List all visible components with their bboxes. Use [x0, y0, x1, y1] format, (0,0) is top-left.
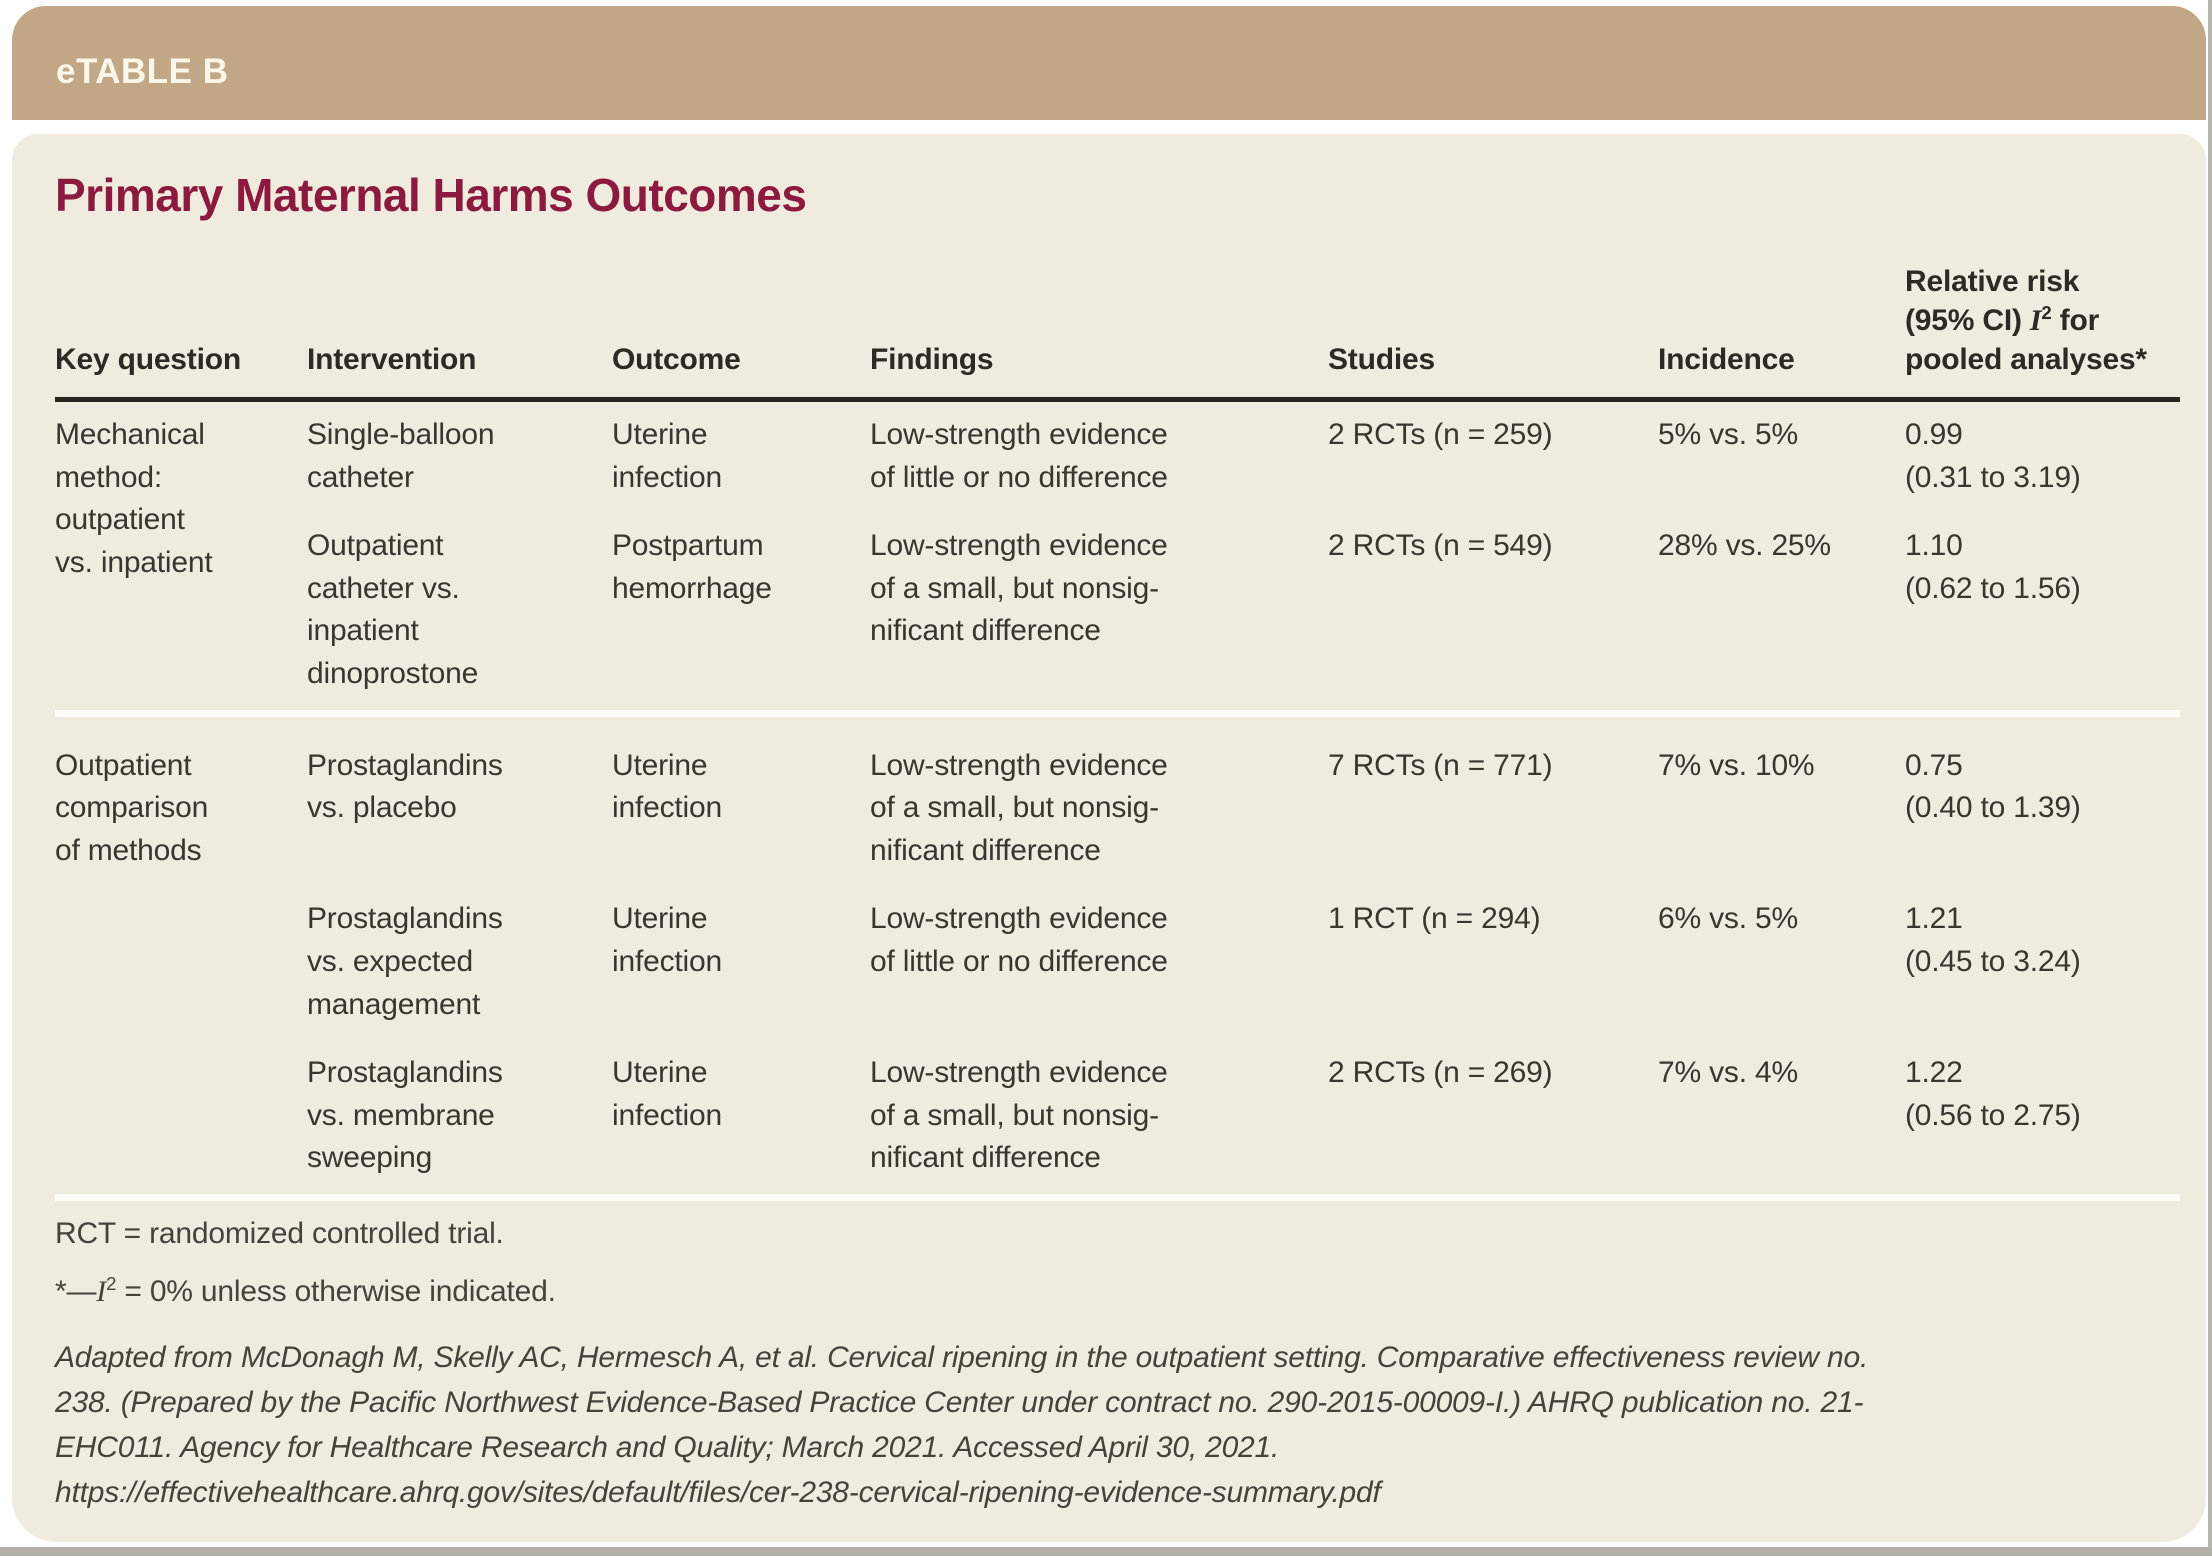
cell-key-question: Outpatient comparison of methods: [55, 709, 307, 1198]
cell-findings: Low-strength evidence of little or no di…: [870, 902, 1168, 978]
cell-intervention: Prostaglandins vs. placebo: [307, 709, 612, 887]
cell-studies: 2 RCTs (n = 269): [1328, 1056, 1553, 1090]
cell-outcome: Uterine infection: [612, 709, 870, 887]
cell-findings: Low-strength evidence of a small, but no…: [870, 529, 1168, 648]
col-header-incidence: Incidence: [1658, 262, 1905, 402]
cell-outcome: Uterine infection: [612, 1056, 722, 1132]
cell-incidence: 7% vs. 4%: [1658, 1056, 1798, 1090]
cell-studies: 1 RCT (n = 294): [1328, 902, 1541, 936]
i-squared-symbol: I: [96, 1274, 107, 1308]
cell-outcome: Postpartum hemorrhage: [612, 529, 772, 605]
relative-risk-header-line2-cont: for: [2051, 304, 2100, 337]
cell-incidence: 6% vs. 5%: [1658, 902, 1798, 936]
relative-risk-header-line3: pooled analyses*: [1905, 343, 2147, 376]
cell-key-question: Mechanical method: outpatient vs. inpati…: [55, 418, 213, 579]
cell-incidence: 28% vs. 25%: [1658, 529, 1831, 563]
i-squared-symbol: I: [2029, 304, 2042, 337]
i-squared-exponent: 2: [106, 1272, 117, 1294]
col-header-key-question: Key question: [55, 262, 307, 402]
table-label: eTABLE B: [56, 52, 229, 91]
footnote-i-squared-text: = 0% unless otherwise indicated.: [116, 1274, 556, 1308]
page-edge-right: [2208, 0, 2212, 1556]
cell-findings: Low-strength evidence of a small, but no…: [870, 709, 1328, 887]
page-edge-bottom: [0, 1547, 2212, 1556]
cell-relative-risk: 1.10 (0.62 to 1.56): [1905, 529, 2081, 605]
cell-studies: 7 RCTs (n = 771): [1328, 709, 1658, 887]
cell-intervention: Single-balloon catheter: [307, 418, 495, 494]
cell-intervention: Prostaglandins vs. expected management: [307, 902, 503, 1021]
table-row: Outpatient catheter vs. inpatient dinopr…: [55, 513, 2180, 713]
cell-incidence: 5% vs. 5%: [1658, 418, 1798, 451]
cell-findings: Low-strength evidence of little or no di…: [870, 418, 1168, 494]
relative-risk-header-line1: Relative risk: [1905, 265, 2080, 298]
col-header-outcome: Outcome: [612, 262, 870, 402]
cell-intervention: Outpatient catheter vs. inpatient dinopr…: [307, 529, 479, 690]
table-row: Mechanical method: outpatient vs. inpati…: [55, 400, 2180, 579]
table-row: Prostaglandins vs. expected management U…: [55, 886, 2180, 1040]
i-squared-exponent: 2: [2041, 302, 2052, 323]
group-outpatient-comparison: Outpatient comparison of methods Prostag…: [55, 709, 2180, 1198]
cell-outcome: Uterine infection: [612, 902, 722, 978]
group-mechanical-method: Mechanical method: outpatient vs. inpati…: [55, 400, 2180, 714]
header-row: Key question Intervention Outcome Findin…: [55, 262, 2180, 402]
page-title: Primary Maternal Harms Outcomes: [55, 169, 807, 221]
cell-incidence: 7% vs. 10%: [1658, 709, 1905, 887]
cell-studies: 2 RCTs (n = 549): [1328, 529, 1553, 563]
footnote-i-squared: *—I2 = 0% unless otherwise indicated.: [55, 1272, 2180, 1309]
col-header-relative-risk: Relative risk (95% CI) I2 for pooled ana…: [1905, 262, 2180, 402]
cell-relative-risk: 0.75 (0.40 to 1.39): [1905, 709, 2180, 887]
footnotes: RCT = randomized controlled trial. *—I2 …: [55, 1217, 2180, 1515]
table-label-tab: eTABLE B: [12, 6, 2206, 120]
cell-relative-risk: 1.22 (0.56 to 2.75): [1905, 1056, 2081, 1132]
cell-relative-risk: 1.21 (0.45 to 3.24): [1905, 902, 2081, 978]
cell-relative-risk: 0.99 (0.31 to 3.19): [1905, 418, 2081, 494]
table-row: Prostaglandins vs. membrane sweeping Ute…: [55, 1040, 2180, 1197]
col-header-findings: Findings: [870, 262, 1328, 402]
col-header-intervention: Intervention: [307, 262, 612, 402]
cell-intervention: Prostaglandins vs. membrane sweeping: [307, 1056, 503, 1175]
footnote-rct: RCT = randomized controlled trial.: [55, 1216, 504, 1250]
cell-findings: Low-strength evidence of a small, but no…: [870, 1056, 1168, 1175]
cell-outcome: Uterine infection: [612, 418, 722, 494]
cell-studies: 2 RCTs (n = 259): [1328, 418, 1553, 451]
table-card: Primary Maternal Harms Outcomes Key ques…: [12, 134, 2206, 1542]
outcomes-table: Key question Intervention Outcome Findin…: [55, 262, 2180, 1201]
footnote-i-squared-prefix: *—: [55, 1274, 97, 1308]
relative-risk-header-line2: (95% CI): [1905, 304, 2030, 337]
table-row: Outpatient comparison of methods Prostag…: [55, 709, 2180, 1198]
table-header: Key question Intervention Outcome Findin…: [55, 262, 2180, 402]
col-header-studies: Studies: [1328, 262, 1658, 402]
citation: Adapted from McDonagh M, Skelly AC, Herm…: [55, 1340, 1869, 1509]
